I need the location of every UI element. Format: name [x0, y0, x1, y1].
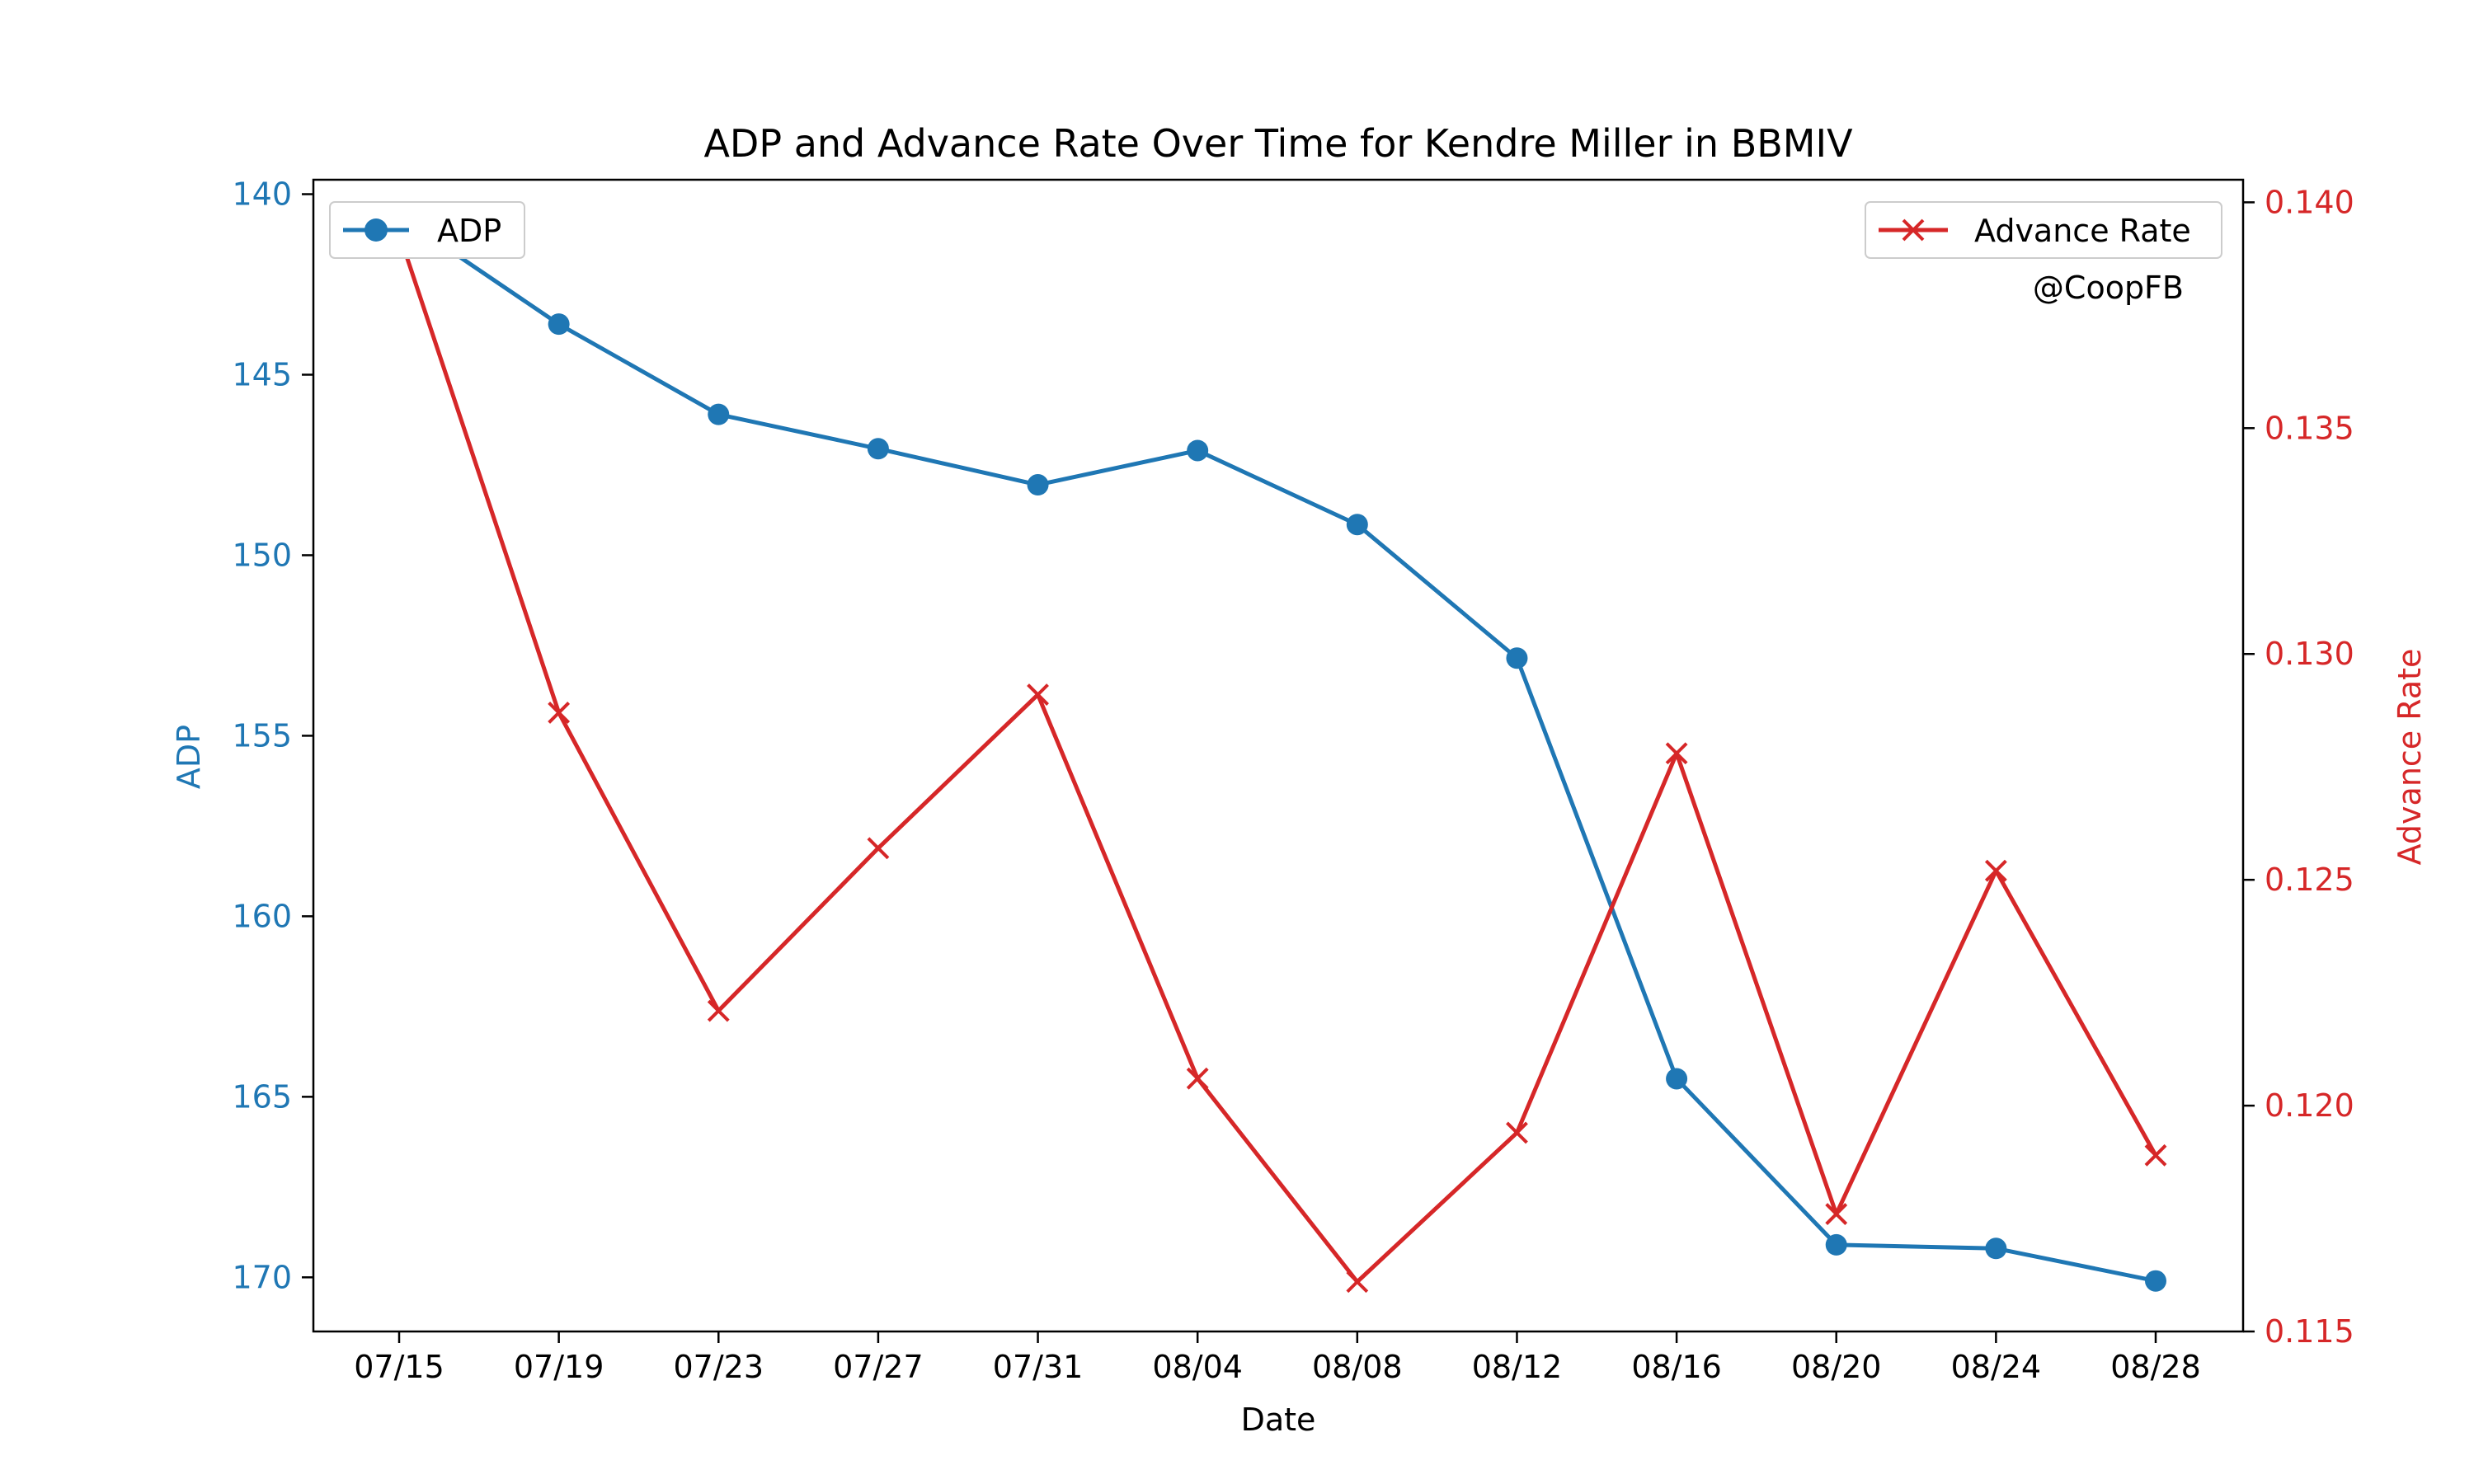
- adp-data-point: [1825, 1233, 1847, 1256]
- x-tick-label: 08/28: [2110, 1349, 2201, 1385]
- advance-rate-data-point: [2144, 1144, 2167, 1167]
- x-tick-label: 07/27: [833, 1349, 924, 1385]
- x-tick-label: 08/12: [1472, 1349, 1563, 1385]
- legend-advance-rate: Advance Rate: [1865, 201, 2222, 259]
- legend-adp-box: [329, 201, 525, 259]
- x-tick-label: 07/19: [514, 1349, 604, 1385]
- y-left-tick-label: 150: [232, 537, 292, 573]
- y-left-tick-label: 165: [232, 1078, 292, 1115]
- legend-advance-rate-marker: [1902, 218, 1925, 242]
- plot-frame: [312, 178, 2245, 1333]
- x-tick-label: 08/20: [1791, 1349, 1882, 1385]
- advance-rate-data-point: [1346, 1270, 1369, 1294]
- legend-adp-marker: [365, 218, 388, 242]
- y-right-tick-label: 0.135: [2265, 410, 2354, 446]
- advance-rate-data-point: [1984, 859, 2007, 882]
- plot-area: 07/15 07/19 07/23 07/27 07/31 08/04 08/08 08/12…: [232, 176, 2354, 1385]
- adp-series-line: [397, 214, 2157, 1284]
- legend-adp-label: ADP: [437, 213, 501, 249]
- adp-data-point: [2145, 1270, 2166, 1292]
- adp-data-point: [1985, 1237, 2007, 1260]
- watermark-annotation: @CoopFB: [2033, 270, 2184, 306]
- advance-rate-data-point: [1825, 1203, 1848, 1225]
- x-tick-label: 08/24: [1951, 1349, 2042, 1385]
- advance-rate-data-point: [707, 999, 730, 1022]
- y-right-axis-label: Advance Rate: [2392, 649, 2428, 866]
- adp-data-point: [1027, 474, 1049, 496]
- advance-rate-data-point: [548, 702, 571, 724]
- advance-rate-data-point: [1186, 1067, 1209, 1090]
- adp-data-point: [1187, 439, 1209, 462]
- x-tick-label: 07/23: [674, 1349, 764, 1385]
- y-right-tick-label: 0.140: [2265, 184, 2354, 220]
- advance-rate-data-point: [1027, 683, 1049, 706]
- advance-rate-data-point: [867, 837, 890, 860]
- x-tick-label: 08/16: [1631, 1349, 1722, 1385]
- y-right-tick-label: 0.115: [2265, 1313, 2354, 1350]
- legend-adp: ADP: [329, 201, 525, 259]
- legend-advance-rate-label: Advance Rate: [1974, 213, 2191, 249]
- y-left-tick-label: 140: [232, 176, 292, 213]
- y-left-tick-label: 155: [232, 717, 292, 754]
- x-axis-label: Date: [1241, 1402, 1316, 1438]
- adp-data-point: [1506, 647, 1528, 669]
- adp-data-point: [708, 403, 730, 425]
- y-left-tick-label: 170: [232, 1259, 292, 1295]
- x-tick-label: 08/08: [1312, 1349, 1403, 1385]
- y-right-tick-label: 0.125: [2265, 862, 2354, 898]
- legend-advance-rate-box: [1865, 201, 2222, 259]
- x-tick-label: 08/04: [1152, 1349, 1243, 1385]
- x-tick-label: 07/31: [993, 1349, 1084, 1385]
- advance-rate-series-line: [397, 232, 2158, 1284]
- adp-data-point: [1666, 1068, 1688, 1090]
- y-left-tick-label: 160: [232, 898, 292, 934]
- adp-data-point: [548, 313, 570, 336]
- chart-title: ADP and Advance Rate Over Time for Kendr…: [703, 121, 1853, 166]
- y-left-axis-label: ADP: [171, 725, 207, 789]
- adp-data-point: [1346, 514, 1368, 536]
- y-right-tick-label: 0.120: [2265, 1087, 2354, 1124]
- adp-data-point: [867, 438, 889, 460]
- x-tick-label: 07/15: [354, 1349, 444, 1385]
- y-left-tick-label: 145: [232, 356, 292, 392]
- advance-rate-data-point: [1506, 1121, 1528, 1144]
- y-right-tick-label: 0.130: [2265, 636, 2354, 672]
- advance-rate-data-point: [1665, 742, 1688, 765]
